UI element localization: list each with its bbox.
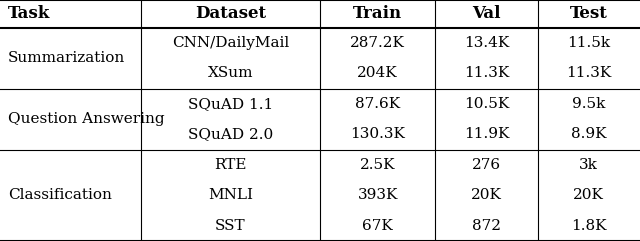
- Text: 9.5k: 9.5k: [572, 97, 605, 111]
- Text: Summarization: Summarization: [8, 51, 125, 65]
- Text: 8.9K: 8.9K: [571, 127, 607, 141]
- Text: 276: 276: [472, 158, 501, 172]
- Text: 10.5K: 10.5K: [464, 97, 509, 111]
- Text: 13.4K: 13.4K: [464, 36, 509, 50]
- Text: Val: Val: [472, 5, 500, 22]
- Text: SQuAD 1.1: SQuAD 1.1: [188, 97, 273, 111]
- Text: SQuAD 2.0: SQuAD 2.0: [188, 127, 273, 141]
- Text: Dataset: Dataset: [195, 5, 266, 22]
- Text: 11.3K: 11.3K: [464, 67, 509, 80]
- Text: Classification: Classification: [8, 188, 111, 202]
- Text: 11.3K: 11.3K: [566, 67, 611, 80]
- Text: 20K: 20K: [471, 188, 502, 202]
- Text: 872: 872: [472, 219, 501, 233]
- Text: 1.8K: 1.8K: [571, 219, 607, 233]
- Text: Question Answering: Question Answering: [8, 112, 164, 126]
- Text: 11.5k: 11.5k: [567, 36, 611, 50]
- Text: 204K: 204K: [357, 67, 398, 80]
- Text: 87.6K: 87.6K: [355, 97, 400, 111]
- Text: MNLI: MNLI: [208, 188, 253, 202]
- Text: 3k: 3k: [579, 158, 598, 172]
- Text: 287.2K: 287.2K: [350, 36, 405, 50]
- Text: 130.3K: 130.3K: [350, 127, 405, 141]
- Text: 393K: 393K: [357, 188, 398, 202]
- Text: 20K: 20K: [573, 188, 604, 202]
- Text: XSum: XSum: [207, 67, 253, 80]
- Text: SST: SST: [215, 219, 246, 233]
- Text: 67K: 67K: [362, 219, 393, 233]
- Text: Test: Test: [570, 5, 608, 22]
- Text: CNN/DailyMail: CNN/DailyMail: [172, 36, 289, 50]
- Text: 11.9K: 11.9K: [464, 127, 509, 141]
- Text: Train: Train: [353, 5, 402, 22]
- Text: 2.5K: 2.5K: [360, 158, 396, 172]
- Text: RTE: RTE: [214, 158, 246, 172]
- Text: Task: Task: [8, 5, 50, 22]
